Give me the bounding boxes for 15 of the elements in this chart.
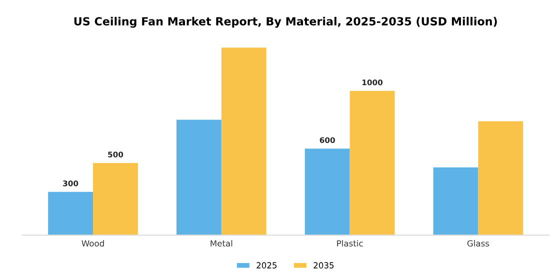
x-tick-label: Glass (467, 240, 490, 247)
legend-label: 2025 (256, 262, 277, 268)
bar (304, 148, 350, 236)
bar (221, 48, 266, 236)
bar (48, 192, 94, 236)
bar (176, 120, 222, 236)
bar (93, 163, 138, 236)
x-tick-label: Wood (82, 240, 104, 247)
legend-label: 2035 (314, 262, 334, 268)
x-tick-label: Metal (210, 240, 232, 247)
chart-title: US Ceiling Fan Market Report, By Material, 2025-2035 (USD Million) (74, 16, 497, 28)
bar (478, 121, 524, 236)
bar (350, 90, 395, 236)
x-tick-label: Plastic (337, 240, 363, 247)
bar (433, 167, 478, 236)
